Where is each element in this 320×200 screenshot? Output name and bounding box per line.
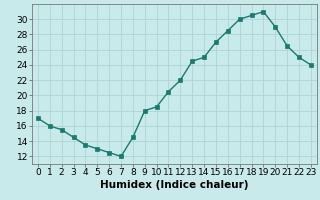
X-axis label: Humidex (Indice chaleur): Humidex (Indice chaleur) xyxy=(100,180,249,190)
